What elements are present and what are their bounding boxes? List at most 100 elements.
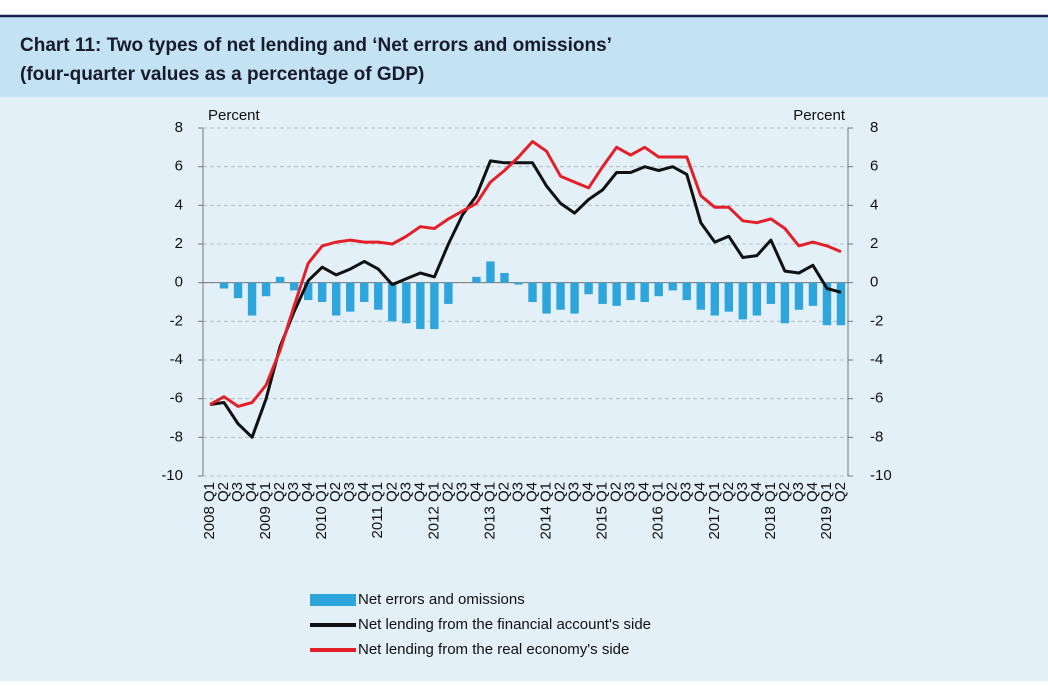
y2-tick-label: 2 <box>870 235 878 252</box>
y-tick-label: -2 <box>170 312 183 329</box>
x-tick-label: Q2 <box>776 482 793 502</box>
x-tick-label: Q4 <box>355 482 372 502</box>
x-tick-label: Q3 <box>285 482 302 502</box>
bar <box>710 282 719 316</box>
legend-label: Net lending from the real economy's side <box>358 641 629 658</box>
y2-tick-label: 8 <box>870 119 878 136</box>
x-tick-label: Q3 <box>566 482 583 502</box>
bar <box>752 282 762 316</box>
y-tick-label: -10 <box>161 467 183 484</box>
bar <box>836 282 846 326</box>
legend-swatch <box>310 594 356 606</box>
y2-tick-label: 6 <box>870 158 878 175</box>
x-tick-label: Q3 <box>678 482 695 502</box>
bar <box>598 282 607 304</box>
bar <box>332 282 341 316</box>
x-tick-label: Q4 <box>804 482 821 502</box>
x-tick-label: Q3 <box>509 482 526 502</box>
chart-title: Chart 11: Two types of net lending and ‘… <box>20 35 612 56</box>
bar <box>472 276 481 283</box>
bar <box>822 282 832 326</box>
bar <box>360 282 369 302</box>
x-tick-label: Q2 <box>439 482 456 502</box>
legend-label: Net lending from the financial account's… <box>358 616 651 633</box>
bar <box>402 282 411 324</box>
bar <box>696 282 705 310</box>
y-tick-label: -4 <box>170 351 183 368</box>
bar <box>528 282 537 302</box>
y-tick-label: -6 <box>170 390 183 407</box>
line <box>209 159 842 439</box>
x-tick-label: 2018 Q1 <box>762 482 779 540</box>
x-tick-label: Q2 <box>552 482 569 502</box>
y2-tick-label: -4 <box>870 351 883 368</box>
x-tick-label: 2008 Q1 <box>201 482 218 540</box>
x-tick-label: Q3 <box>734 482 751 502</box>
x-tick-label: Q3 <box>397 482 414 502</box>
bar <box>640 282 649 302</box>
y2-tick-label: -10 <box>870 467 892 484</box>
x-tick-label: Q4 <box>692 482 709 502</box>
x-tick-label: Q4 <box>748 482 765 502</box>
x-tick-label: Q3 <box>622 482 639 502</box>
x-tick-label: 2017 Q1 <box>706 482 723 540</box>
y2-tick-label: -2 <box>870 312 883 329</box>
y-tick-label: 6 <box>175 158 183 175</box>
bar <box>808 282 818 306</box>
x-tick-label: Q2 <box>327 482 344 502</box>
bar <box>766 282 776 304</box>
x-tick-label: Q4 <box>243 482 260 502</box>
line <box>209 140 842 408</box>
bar <box>570 282 579 314</box>
bar <box>654 282 663 297</box>
x-tick-label: Q2 <box>664 482 681 502</box>
bar <box>233 282 243 299</box>
x-tick-label: 2011 Q1 <box>369 482 386 538</box>
x-tick-label: 2013 Q1 <box>481 482 498 540</box>
bar <box>388 282 397 322</box>
x-tick-label: Q2 <box>495 482 512 502</box>
x-tick-label: Q2 <box>608 482 625 502</box>
bar <box>542 282 551 314</box>
y2-axis-label: Percent <box>793 107 846 124</box>
x-tick-label: Q2 <box>383 482 400 502</box>
y-tick-label: 0 <box>175 274 183 291</box>
bar <box>724 282 734 312</box>
x-tick-label: Q3 <box>341 482 358 502</box>
bar <box>275 276 285 283</box>
y-tick-label: 8 <box>175 119 183 136</box>
bar <box>247 282 257 316</box>
x-tick-label: Q4 <box>299 482 316 502</box>
x-tick-label: 2010 Q1 <box>313 482 330 540</box>
y2-tick-label: 4 <box>870 196 878 213</box>
x-tick-label: Q4 <box>636 482 653 502</box>
x-tick-label: 2012 Q1 <box>425 482 442 540</box>
bar <box>514 282 523 285</box>
bar <box>416 282 425 330</box>
y-tick-label: 2 <box>175 235 183 252</box>
bar <box>486 261 495 283</box>
x-tick-label: 2016 Q1 <box>650 482 667 540</box>
x-tick-label: Q4 <box>580 482 597 502</box>
bar <box>556 282 565 310</box>
x-tick-label: Q3 <box>790 482 807 502</box>
legend-label: Net errors and omissions <box>358 591 525 608</box>
chart-subtitle: (four-quarter values as a percentage of … <box>20 64 424 85</box>
bar <box>346 282 355 312</box>
bar <box>430 282 439 330</box>
x-tick-label: Q3 <box>453 482 470 502</box>
bar <box>261 282 271 297</box>
x-tick-label: Q3 <box>229 482 246 502</box>
bar <box>780 282 790 324</box>
x-tick-label: 2019 Q1 <box>818 482 835 540</box>
x-tick-label: Q4 <box>411 482 428 502</box>
y-axis-label: Percent <box>208 107 261 124</box>
x-tick-label: 2009 Q1 <box>257 482 274 540</box>
bar <box>317 282 327 302</box>
x-tick-label: 2015 Q1 <box>594 482 611 540</box>
bar <box>289 282 299 291</box>
bar <box>444 282 453 304</box>
y2-tick-label: -6 <box>870 390 883 407</box>
bar <box>584 282 593 295</box>
